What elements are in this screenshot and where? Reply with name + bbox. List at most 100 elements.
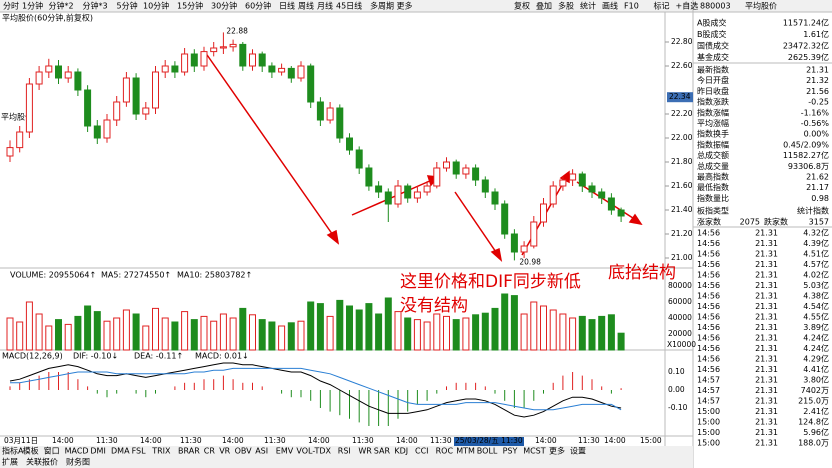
- stat-value: 11571.24亿: [783, 18, 829, 28]
- stat-value: 2625.39亿: [788, 52, 829, 62]
- tool-button[interactable]: 统计: [580, 1, 596, 11]
- period-tab[interactable]: 10分钟: [143, 1, 169, 11]
- candle-body: [190, 53, 198, 67]
- indicator-tab[interactable]: ROC: [436, 447, 454, 456]
- volume-bar: [365, 303, 373, 351]
- period-tab[interactable]: 1分钟: [22, 1, 43, 11]
- trade-time: 14:56: [697, 281, 720, 290]
- indicator-tab[interactable]: MCST: [523, 447, 546, 456]
- indicator-tab[interactable]: OBV: [235, 447, 253, 456]
- indicator-tab[interactable]: BRAR: [178, 447, 200, 456]
- candle-body: [181, 53, 189, 73]
- period-tab[interactable]: 更多: [397, 1, 413, 11]
- period-tab[interactable]: 60分钟: [245, 1, 271, 11]
- y-tick-label: 0.00: [668, 385, 685, 394]
- period-tab[interactable]: 日线: [279, 1, 295, 11]
- indicator-tab[interactable]: DMI: [90, 447, 105, 456]
- period-tab[interactable]: 分钟*2: [49, 1, 74, 11]
- volume-bar: [249, 314, 256, 351]
- breadth-value: 2075: [740, 218, 760, 227]
- indicator-tab[interactable]: MTM: [456, 447, 475, 456]
- tool-button[interactable]: 标记: [654, 1, 670, 11]
- volume-bar: [142, 325, 150, 351]
- candle-body: [210, 47, 218, 53]
- bottom-tab[interactable]: 财务图: [66, 457, 90, 467]
- period-tab[interactable]: 15分钟: [177, 1, 203, 11]
- trade-price: 21.31: [755, 281, 778, 290]
- period-tab[interactable]: 45日线: [336, 1, 362, 11]
- y-tick-label: 22.20: [671, 109, 693, 118]
- candle-body: [433, 167, 441, 187]
- trade-volume: 3.80亿: [803, 375, 829, 385]
- indicator-tab[interactable]: WR: [358, 447, 372, 456]
- trade-price: 21.31: [755, 376, 778, 385]
- time-label: 11:30: [430, 436, 452, 445]
- quote-label: 总成交量: [697, 161, 729, 171]
- volume-bar: [404, 317, 412, 351]
- candle-body: [404, 185, 412, 199]
- indicator-tab[interactable]: FSL: [132, 447, 147, 456]
- period-tab[interactable]: 分时: [3, 1, 19, 11]
- period-tab[interactable]: 周线: [298, 1, 314, 11]
- candle-body: [588, 185, 596, 193]
- period-tab[interactable]: 月线: [317, 1, 333, 11]
- indicator-tab[interactable]: ASI: [255, 447, 268, 456]
- indicator-tab[interactable]: SAR: [374, 447, 391, 456]
- trade-time: 14:56: [697, 365, 720, 374]
- period-tab[interactable]: 分钟*3: [83, 1, 108, 11]
- volume-bar: [326, 315, 334, 351]
- indicator-tab[interactable]: CR: [204, 447, 216, 456]
- tool-button[interactable]: 叠加: [536, 1, 552, 11]
- quote-value: 21.56: [806, 87, 829, 96]
- time-label: 11:30: [352, 436, 374, 445]
- time-label: 14:00: [52, 436, 74, 445]
- trade-price: 21.31: [755, 239, 778, 248]
- candle-body: [559, 179, 567, 187]
- volume-bar: [55, 319, 62, 351]
- period-tab[interactable]: 多周期: [370, 1, 394, 11]
- quote-label: 最新指数: [697, 65, 729, 75]
- volume-bar: [549, 309, 557, 351]
- candle-body: [413, 191, 421, 199]
- indicator-tab[interactable]: CCI: [415, 447, 429, 456]
- indicator-tab[interactable]: BOLL: [477, 447, 498, 456]
- indicator-tab[interactable]: 设置: [570, 446, 586, 456]
- y-tick-label: 0.10: [668, 367, 685, 376]
- volume-legend: MA5: 27274550↑: [101, 271, 171, 280]
- type-label: 板指类型: [697, 206, 729, 216]
- indicator-tab[interactable]: RSI: [338, 447, 351, 456]
- indicator-tab[interactable]: KDJ: [394, 447, 408, 456]
- trade-time: 14:56: [697, 344, 720, 353]
- volume-bar: [278, 325, 286, 351]
- quote-label: 昨日收盘: [697, 86, 729, 96]
- tool-button[interactable]: 复权: [514, 1, 530, 11]
- volume-bar: [25, 301, 33, 351]
- indicator-tab[interactable]: 模板: [23, 446, 39, 456]
- indicator-tab[interactable]: 窗口: [44, 446, 60, 456]
- indicator-tab[interactable]: VOL-TDX: [296, 447, 331, 456]
- y-tick-label: 21.00: [671, 253, 693, 262]
- trade-volume: 4.24亿: [803, 333, 829, 343]
- period-tab[interactable]: 5分钟: [117, 1, 138, 11]
- quote-label: 平均涨幅: [697, 118, 729, 128]
- indicator-tab[interactable]: 更多: [549, 446, 565, 456]
- tool-button[interactable]: F10: [624, 2, 639, 11]
- indicator-tab[interactable]: PSY: [503, 447, 518, 456]
- bottom-tab[interactable]: 关联报价: [26, 457, 58, 467]
- trade-price: 21.31: [755, 428, 778, 437]
- candle-body: [278, 67, 286, 73]
- quote-label: 最高指数: [697, 172, 729, 182]
- indicator-tab[interactable]: DMA: [111, 447, 130, 456]
- tool-button[interactable]: 多股: [558, 1, 574, 11]
- tool-button[interactable]: +自选: [676, 1, 699, 11]
- indicator-tab[interactable]: EMV: [276, 447, 294, 456]
- bottom-tab[interactable]: 扩展: [2, 457, 18, 467]
- period-tab[interactable]: 30分钟: [211, 1, 237, 11]
- trade-volume: 4.24亿: [803, 343, 829, 353]
- indicator-tab[interactable]: VR: [219, 447, 230, 456]
- indicator-tab[interactable]: MACD: [65, 447, 89, 456]
- tool-button[interactable]: 画线: [602, 1, 618, 11]
- chart-title: 平均股价(60分钟,前复权): [2, 13, 93, 23]
- indicator-tab[interactable]: TRIX: [151, 447, 171, 456]
- indicator-tab[interactable]: 指标A: [2, 446, 24, 456]
